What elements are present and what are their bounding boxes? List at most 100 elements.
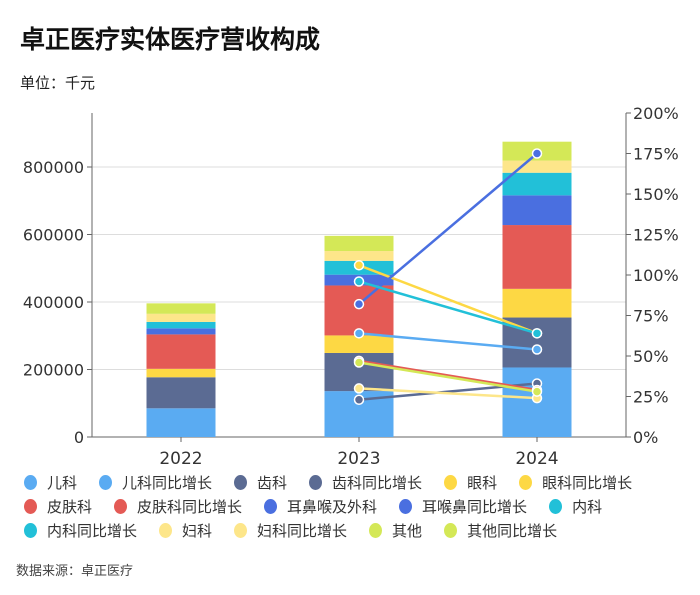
legend-item[interactable]: 儿科同比增长 <box>99 472 212 492</box>
legend-item[interactable]: 内科 <box>549 496 602 516</box>
bar-耳鼻喉及外科 <box>146 328 216 335</box>
legend-dot-icon <box>234 522 248 538</box>
source-note: 数据来源：卓正医疗 <box>16 564 134 579</box>
line-眼科同比增长 <box>358 264 538 335</box>
legend-dot-icon <box>234 474 248 490</box>
legend-dot-icon <box>399 498 413 514</box>
legend-item[interactable]: 妇科 <box>159 520 212 540</box>
point-眼科同比增长 <box>353 260 365 271</box>
point-内科同比增长 <box>353 276 365 287</box>
bar-内科 <box>502 172 572 196</box>
legend-dot-icon <box>99 474 113 490</box>
legend-label: 皮肤科 <box>47 497 93 516</box>
bar-妇科 <box>502 160 572 173</box>
line-皮肤科同比增长 <box>358 359 538 392</box>
chart-area: 0 200000 400000 600000 800000 0% 25% 50% 75% 100%… <box>23 104 679 469</box>
legend-dot-icon <box>159 522 173 538</box>
bar-眼科 <box>324 335 394 353</box>
legend-item[interactable]: 妇科同比增长 <box>234 520 347 540</box>
y-tick-label: 400000 <box>23 293 84 312</box>
legend-label: 眼科同比增长 <box>542 473 633 492</box>
bar-其他 <box>324 235 394 252</box>
bar-齿科 <box>146 377 216 409</box>
legend-label: 其他同比增长 <box>467 521 558 540</box>
chart-title: 卓正医疗实体医疗营收构成 <box>20 25 321 54</box>
y2-tick-label: 25% <box>633 388 669 407</box>
legend: 儿科 儿科同比增长 齿科 齿科同比增长 眼科 眼科同比增长皮肤科 皮肤科同比增长 耳鼻喉及外科… <box>24 472 694 540</box>
legend-dot-icon <box>549 498 563 514</box>
y2-tick-label: 200% <box>633 104 679 123</box>
legend-dot-icon <box>519 474 533 490</box>
point-内科同比增长 <box>531 328 543 339</box>
legend-item[interactable]: 内科同比增长 <box>24 520 137 540</box>
point-妇科同比增长 <box>353 383 365 394</box>
legend-dot-icon <box>444 474 458 490</box>
bar-耳鼻喉及外科 <box>502 195 572 226</box>
y2-tick-label: 0% <box>633 428 658 447</box>
legend-item[interactable]: 眼科 <box>444 472 497 492</box>
y2-tick-label: 75% <box>633 307 669 326</box>
legend-dot-icon <box>444 522 458 538</box>
legend-label: 眼科 <box>467 473 498 492</box>
legend-dot-icon <box>369 522 383 538</box>
legend-label: 内科 <box>572 497 603 516</box>
legend-dot-icon <box>114 498 128 514</box>
legend-item[interactable]: 其他 <box>369 520 422 540</box>
legend-item[interactable]: 齿科 <box>234 472 287 492</box>
legend-label: 齿科 <box>257 473 288 492</box>
legend-dot-icon <box>264 498 278 514</box>
point-耳喉鼻同比增长 <box>531 148 543 159</box>
point-其他同比增长 <box>531 386 543 397</box>
legend-label: 妇科 <box>182 521 213 540</box>
legend-dot-icon <box>24 498 37 514</box>
legend-label: 耳喉鼻同比增长 <box>422 497 528 516</box>
legend-label: 其他 <box>392 521 423 540</box>
bar-儿科 <box>146 408 216 437</box>
line-儿科同比增长 <box>358 332 538 351</box>
legend-label: 儿科同比增长 <box>122 473 213 492</box>
point-耳喉鼻同比增长 <box>353 298 365 310</box>
line-其他同比增长 <box>358 361 538 393</box>
legend-dot-icon <box>24 522 37 538</box>
y2-tick-label: 150% <box>633 185 679 204</box>
legend-item[interactable]: 皮肤科同比增长 <box>114 496 242 516</box>
point-儿科同比增长 <box>531 344 543 355</box>
y-tick-label: 200000 <box>23 361 84 380</box>
legend-item[interactable]: 其他同比增长 <box>444 520 557 540</box>
y-tick-label: 600000 <box>23 226 84 245</box>
legend-label: 齿科同比增长 <box>332 473 423 492</box>
legend-dot-icon <box>24 474 37 490</box>
x-tick-label: 2024 <box>515 449 558 469</box>
legend-dot-icon <box>309 474 323 490</box>
legend-label: 皮肤科同比增长 <box>137 497 243 516</box>
legend-item[interactable]: 眼科同比增长 <box>519 472 632 492</box>
line-耳喉鼻同比增长 <box>358 152 538 306</box>
bar-内科 <box>146 321 216 329</box>
x-tick-label: 2022 <box>159 449 202 469</box>
bar-其他 <box>146 303 216 314</box>
y2-tick-label: 125% <box>633 226 679 245</box>
point-齿科同比增长 <box>353 394 365 405</box>
bar-皮肤科 <box>502 225 572 289</box>
bar-皮肤科 <box>146 334 216 369</box>
legend-item[interactable]: 齿科同比增长 <box>309 472 422 492</box>
legend-item[interactable]: 皮肤科 <box>24 496 92 516</box>
legend-item[interactable]: 儿科 <box>24 472 77 492</box>
legend-item[interactable]: 耳鼻喉及外科 <box>264 496 377 516</box>
point-儿科同比增长 <box>353 328 365 339</box>
line-内科同比增长 <box>358 280 538 335</box>
y2-tick-label: 175% <box>633 145 679 164</box>
bar-眼科 <box>502 288 572 318</box>
unit-label: 单位：千元 <box>20 74 96 92</box>
bar-妇科 <box>324 251 394 261</box>
y2-tick-label: 100% <box>633 266 679 285</box>
bar-妇科 <box>146 313 216 322</box>
bar-皮肤科 <box>324 285 394 336</box>
legend-label: 内科同比增长 <box>47 521 138 540</box>
legend-item[interactable]: 耳喉鼻同比增长 <box>399 496 527 516</box>
y-tick-label: 0 <box>74 428 84 447</box>
legend-label: 妇科同比增长 <box>257 521 348 540</box>
y-tick-label: 800000 <box>23 158 84 177</box>
legend-label: 儿科 <box>47 473 78 492</box>
bar-眼科 <box>146 368 216 378</box>
